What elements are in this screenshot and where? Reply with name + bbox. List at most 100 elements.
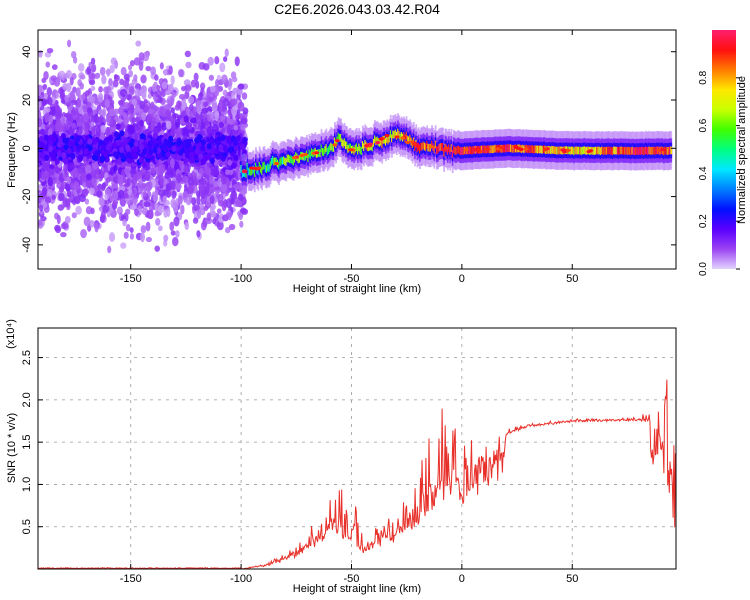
- spectrogram-noise-core-cell: [171, 145, 177, 152]
- spectrogram-noise-core-cell: [222, 145, 228, 152]
- spectrogram-noise-cell: [188, 96, 195, 104]
- spectrogram-noise-cell: [213, 180, 219, 188]
- spectrogram-noise-cell: [199, 91, 204, 98]
- colorbar-tick-label: 0.2: [698, 214, 709, 228]
- x-tick-label: 50: [566, 273, 578, 285]
- spectrogram-peak-cell: [384, 133, 390, 138]
- spectrogram-noise-cell: [134, 208, 139, 217]
- spectrogram-noise-cell: [201, 107, 209, 114]
- spectrogram-noise-cell: [127, 64, 133, 71]
- spectrogram-noise-cell: [180, 99, 187, 110]
- spectrogram-noise-cell: [172, 236, 179, 247]
- spectrogram-noise-cell: [228, 223, 236, 231]
- spectrogram-noise-cell: [171, 190, 177, 199]
- spectrogram-noise-cell: [38, 49, 43, 58]
- spectrogram-noise-cell: [202, 63, 210, 71]
- spectrogram-noise-cell: [89, 220, 95, 228]
- spectrogram-noise-core-cell: [103, 150, 109, 158]
- spectrogram-noise-cell: [230, 196, 235, 205]
- spectrogram-noise-cell: [238, 212, 244, 221]
- spectrogram-noise-cell: [103, 86, 110, 94]
- spectrogram-noise-cell: [63, 162, 69, 174]
- spectrogram-noise-cell: [41, 187, 47, 197]
- spectrogram-noise-cell: [222, 89, 228, 97]
- spectrogram-noise-cell: [169, 96, 175, 106]
- spectrogram-noise-cell: [95, 131, 101, 137]
- spectrogram-noise-cell: [206, 212, 211, 222]
- spectrogram-noise-cell: [148, 108, 154, 115]
- spectrogram-noise-cell: [86, 66, 92, 75]
- spectrogram-noise-core-cell: [119, 152, 125, 159]
- spectrogram-noise-cell: [145, 66, 152, 72]
- spectrogram-peak-cell: [400, 136, 406, 140]
- spectrogram-noise-cell: [123, 231, 129, 239]
- spectrogram-noise-cell: [171, 91, 177, 98]
- spectrogram-peak-cell: [428, 145, 434, 149]
- spectrogram-peak-cell: [299, 153, 305, 158]
- spectrogram-noise-cell: [112, 79, 119, 88]
- spectrogram-peak-cell: [523, 147, 529, 151]
- spectrogram-noise-cell: [210, 85, 216, 93]
- spectrogram-noise-cell: [104, 188, 111, 196]
- spectrogram-noise-cell: [90, 207, 95, 215]
- spectrogram-noise-cell: [57, 204, 65, 211]
- snr-y-label: SNR (10 * v/v): [6, 413, 18, 483]
- spectrogram-noise-cell: [43, 70, 49, 80]
- spectrogram-noise-core-cell: [66, 147, 72, 155]
- spectrogram-peak-cell: [565, 148, 571, 152]
- spectrogram-noise-cell: [160, 90, 166, 97]
- spectrogram-x-label: Height of straight line (km): [293, 283, 421, 295]
- spectrogram-noise-cell: [44, 112, 50, 122]
- spectrogram-noise-cell: [122, 79, 130, 88]
- spectrogram-noise-cell: [114, 190, 119, 201]
- spectrogram-noise-cell: [62, 82, 68, 91]
- spectrogram-noise-cell: [129, 233, 135, 240]
- spectrogram-noise-cell: [119, 196, 127, 207]
- spectrogram-noise-cell: [199, 82, 206, 90]
- spectrogram-noise-cell: [185, 61, 192, 69]
- x-tick-label: 0: [459, 273, 465, 285]
- spectrogram-noise-cell: [157, 205, 165, 213]
- spectrogram-noise-cell: [233, 124, 239, 131]
- spectrogram-noise-cell: [70, 99, 77, 106]
- spectrogram-noise-cell: [84, 164, 92, 174]
- spectrogram-noise-cell: [170, 230, 176, 236]
- spectrogram-noise-cell: [113, 164, 118, 172]
- spectrogram-y-label: Frequency (Hz): [6, 112, 18, 188]
- spectrogram-peak-cell: [394, 135, 400, 139]
- spectrogram-noise-cell: [203, 101, 209, 108]
- spectrogram-noise-cell: [102, 204, 110, 213]
- spectrogram-noise-cell: [107, 245, 112, 254]
- spectrogram-noise-cell: [170, 198, 176, 209]
- spectrogram-noise-cell: [50, 75, 57, 82]
- spectrogram-noise-cell: [90, 57, 96, 65]
- spectrogram-noise-cell: [94, 223, 99, 233]
- spectrogram-noise-core-cell: [210, 148, 216, 156]
- spectrogram-noise-cell: [198, 167, 204, 175]
- spectrogram-noise-cell: [204, 186, 210, 195]
- spectrogram-noise-cell: [196, 115, 204, 121]
- spectrogram-noise-cell: [212, 124, 219, 133]
- spectrogram-noise-core-cell: [133, 146, 139, 153]
- spectrogram-noise-core-cell: [200, 139, 206, 146]
- colorbar: 0.00.20.40.60.8 Normalized spectral ampl…: [698, 30, 748, 276]
- spectrogram-noise-core-cell: [189, 156, 195, 164]
- spectrogram-noise-cell: [163, 69, 168, 76]
- spectrogram-noise-cell: [184, 221, 190, 231]
- spectrogram-noise-core-cell: [152, 146, 158, 154]
- spectrogram-peak-cell: [405, 140, 411, 145]
- spectrogram-noise-cell: [182, 128, 190, 138]
- spectrogram-peak-cell: [518, 147, 524, 151]
- spectrogram-noise-cell: [129, 60, 135, 67]
- spectrogram-peak-cell: [364, 144, 370, 148]
- spectrogram-noise-cell: [45, 61, 51, 68]
- figure-title: C2E6.2026.043.03.42.R04: [274, 1, 440, 17]
- colorbar-tick-label: 0.4: [698, 166, 709, 180]
- spectrogram-noise-cell: [219, 115, 226, 121]
- spectrogram-noise-cell: [178, 93, 186, 100]
- spectrogram-noise-core-cell: [62, 137, 68, 144]
- x-tick-label: -100: [230, 273, 252, 285]
- spectrogram-noise-core-cell: [167, 141, 173, 148]
- spectrogram-noise-cell: [97, 116, 103, 124]
- spectrogram-noise-cell: [197, 209, 202, 219]
